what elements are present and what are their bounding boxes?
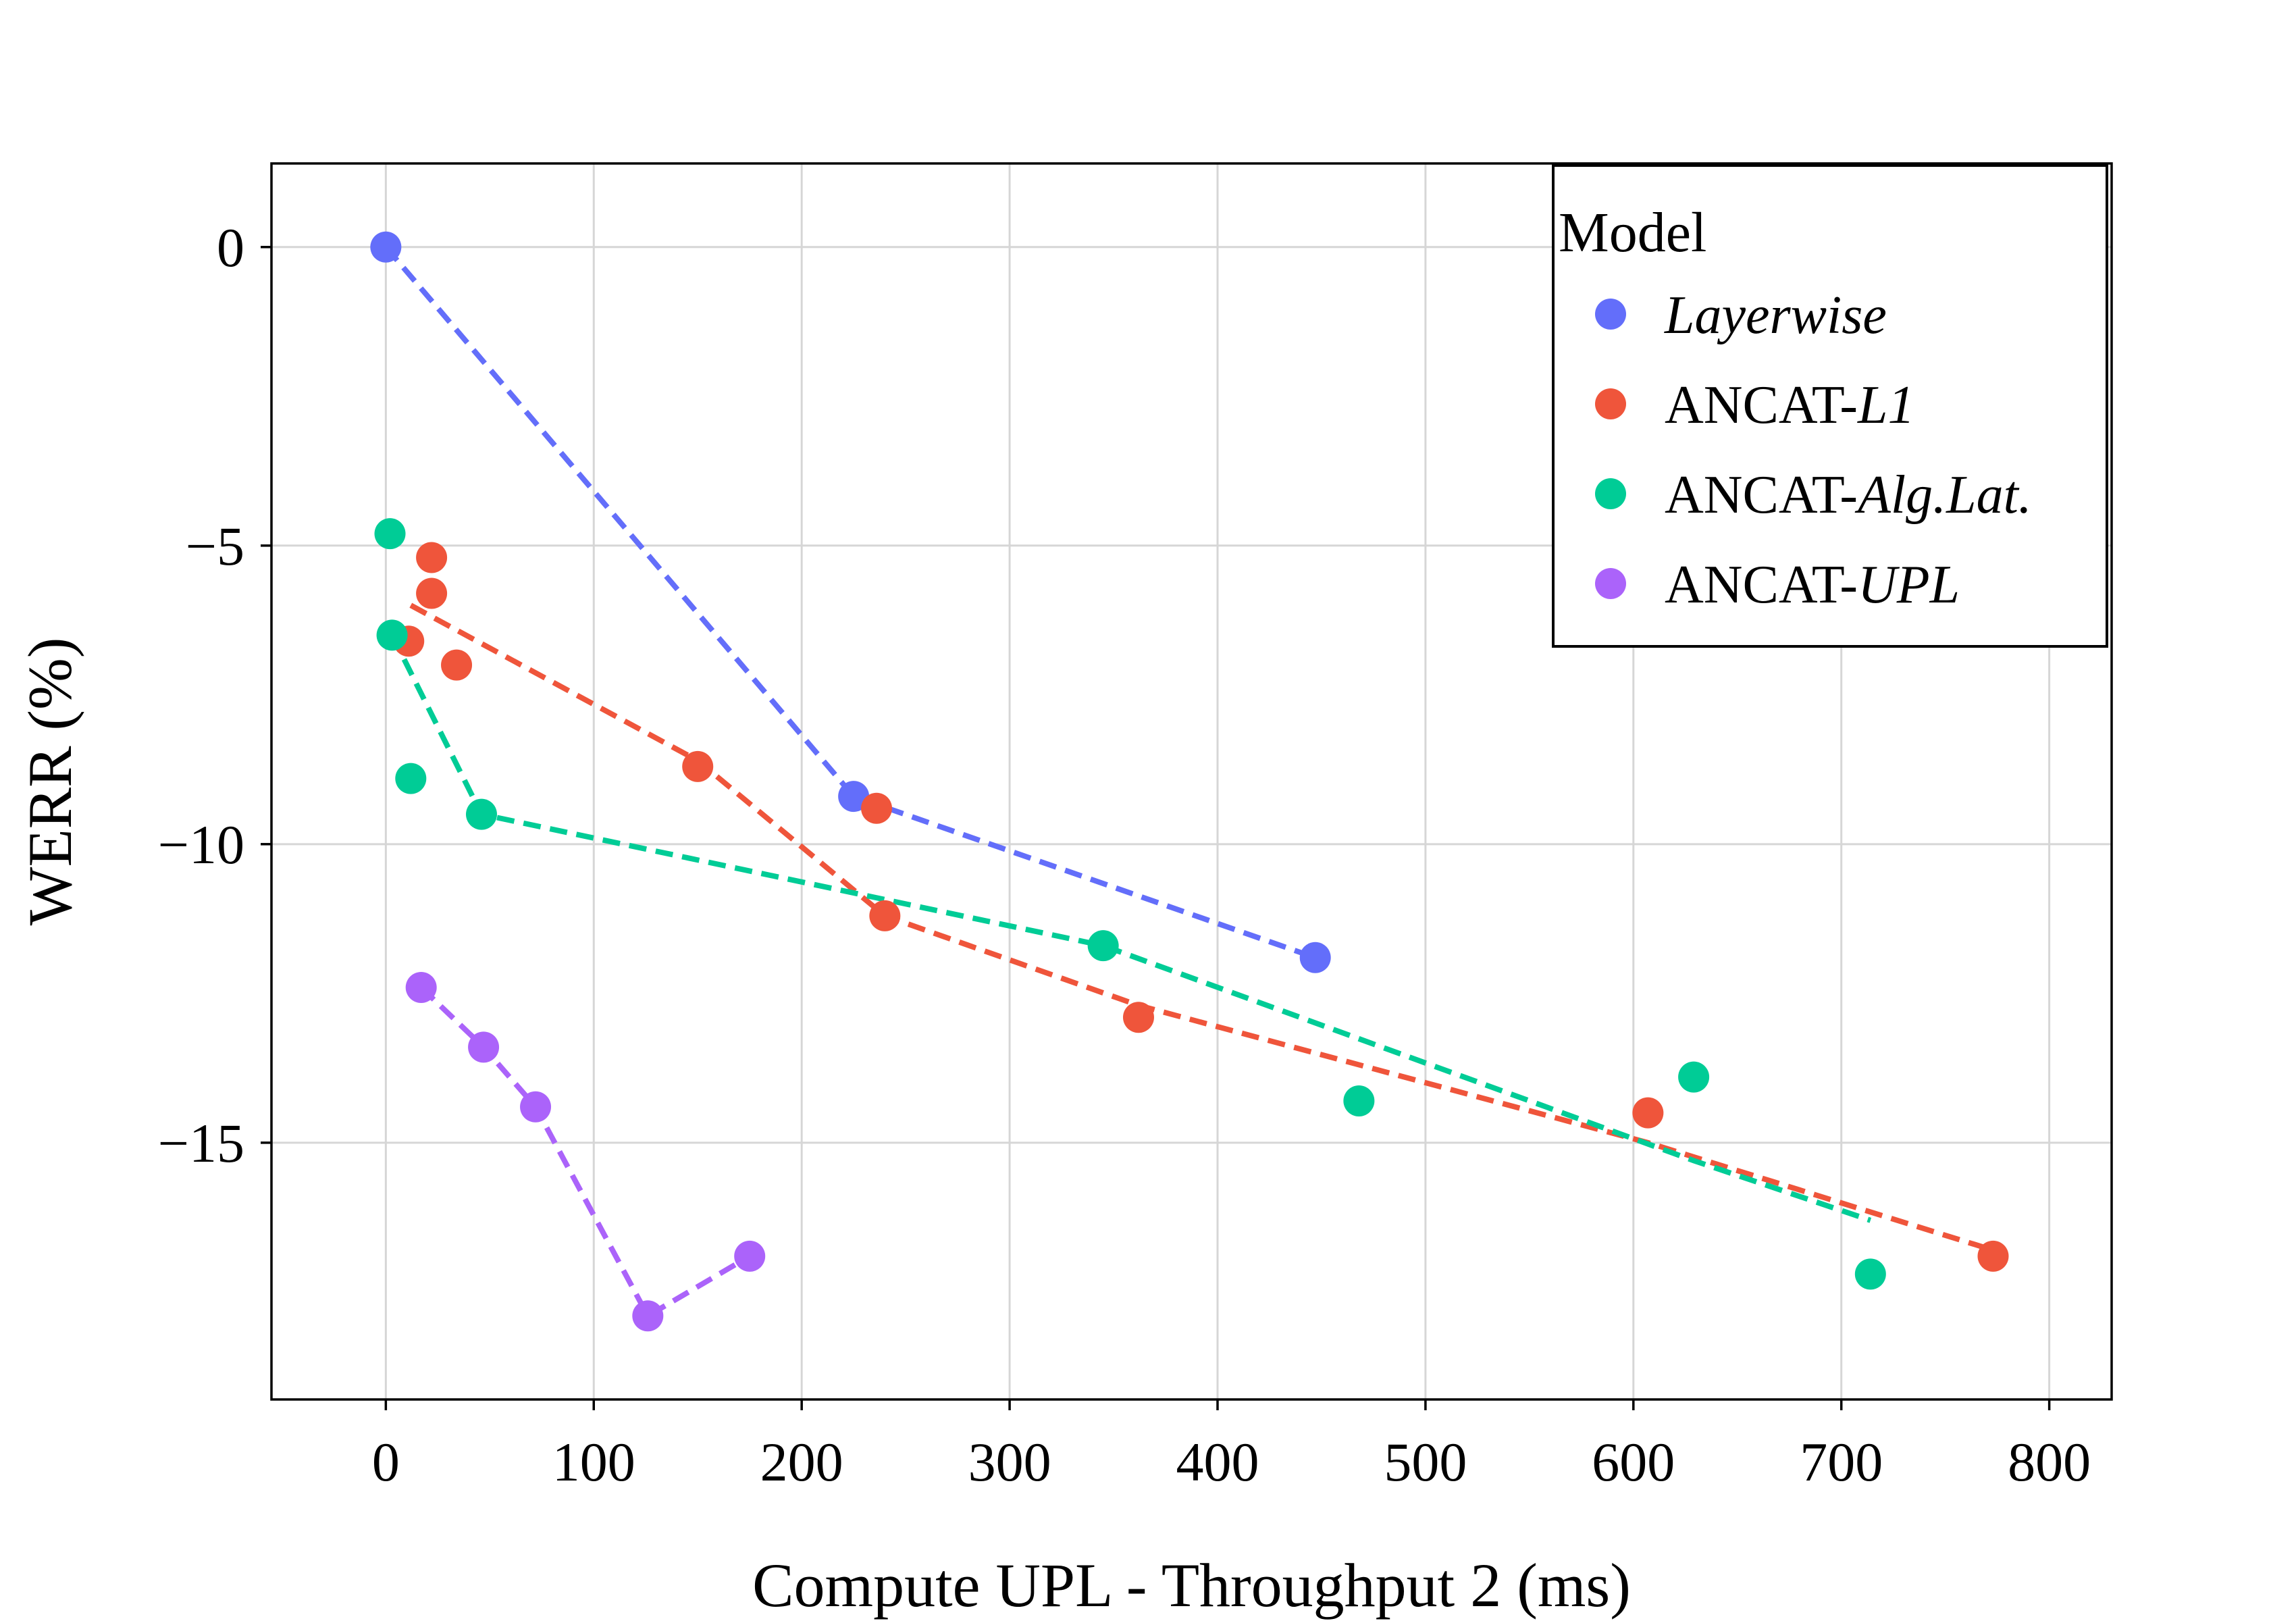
y-tick-label: −5 xyxy=(186,515,244,577)
legend-label-prefix: ANCAT- xyxy=(1665,376,1858,435)
legend-marker-ancat-l1 xyxy=(1595,388,1626,419)
point-layerwise xyxy=(370,231,402,263)
legend-box xyxy=(1552,164,2108,648)
legend-label-prefix: ANCAT- xyxy=(1665,465,1858,525)
point-ancat-upl xyxy=(520,1091,552,1123)
legend-title: Model xyxy=(1559,201,1706,264)
point-ancat-alg-lat xyxy=(374,518,406,550)
point-ancat-l1 xyxy=(416,577,448,609)
point-ancat-alg-lat xyxy=(1087,930,1119,962)
x-tick-label: 500 xyxy=(1384,1431,1467,1493)
point-ancat-alg-lat xyxy=(1854,1258,1886,1290)
point-ancat-alg-lat xyxy=(465,798,497,830)
legend-label-ancat-l1: ANCAT-L1 xyxy=(1665,376,1914,435)
point-layerwise xyxy=(1299,942,1331,973)
x-tick-label: 600 xyxy=(1592,1431,1675,1493)
legend: Model LayerwiseANCAT-L1ANCAT-Alg.Lat.ANC… xyxy=(1552,164,2108,648)
legend-label-prefix: ANCAT- xyxy=(1665,555,1858,615)
legend-marker-ancat-alg-lat xyxy=(1595,478,1626,509)
trendline-ancat-l1 xyxy=(409,602,1994,1253)
point-layerwise xyxy=(838,781,870,813)
legend-label-italic: L1 xyxy=(1857,376,1915,435)
plot-frame xyxy=(270,162,2113,1401)
point-ancat-l1 xyxy=(1977,1240,2009,1272)
legend-marker-ancat-upl xyxy=(1595,568,1626,599)
point-ancat-l1 xyxy=(682,750,714,782)
x-tick-label: 700 xyxy=(1800,1431,1883,1493)
point-ancat-alg-lat xyxy=(1678,1061,1710,1093)
point-ancat-alg-lat xyxy=(1343,1085,1375,1116)
legend-label-italic: Layerwise xyxy=(1664,286,1887,345)
point-ancat-upl xyxy=(468,1031,500,1063)
y-tick-labels: 0 −5 −10 −15 xyxy=(158,217,271,1174)
x-tick-labels: 0 100 200 300 400 500 600 700 800 xyxy=(372,1399,2091,1493)
legend-label-ancat-upl: ANCAT-UPL xyxy=(1665,555,1960,615)
x-tick-label: 300 xyxy=(968,1431,1051,1493)
x-tick-label: 800 xyxy=(2008,1431,2091,1493)
point-ancat-l1 xyxy=(869,900,901,931)
legend-label-layerwise: Layerwise xyxy=(1664,286,1887,345)
legend-label-ancat-alg-lat: ANCAT-Alg.Lat. xyxy=(1665,465,2032,525)
x-tick-label: 200 xyxy=(760,1431,843,1493)
point-ancat-alg-lat xyxy=(395,763,427,794)
point-ancat-l1 xyxy=(1632,1097,1664,1129)
point-ancat-upl xyxy=(632,1300,664,1332)
point-ancat-l1 xyxy=(441,649,473,681)
y-axis-title: WERR (%) xyxy=(16,638,84,926)
x-tick-label: 400 xyxy=(1176,1431,1259,1493)
point-ancat-upl xyxy=(405,972,437,1003)
point-ancat-l1 xyxy=(1122,1002,1154,1033)
point-ancat-upl xyxy=(734,1240,766,1272)
x-axis-title: Compute UPL - Throughput 2 (ms) xyxy=(752,1551,1631,1620)
trendline-ancat-alg-lat xyxy=(390,634,1872,1223)
y-tick-label: −15 xyxy=(158,1112,244,1174)
legend-label-italic: Alg.Lat. xyxy=(1854,465,2032,525)
y-tick-label: −10 xyxy=(158,814,244,875)
point-ancat-l1 xyxy=(861,792,893,824)
y-tick-label: 0 xyxy=(217,217,244,278)
legend-marker-layerwise xyxy=(1595,299,1626,330)
x-tick-label: 0 xyxy=(372,1431,400,1493)
point-ancat-l1 xyxy=(416,542,448,573)
x-tick-label: 100 xyxy=(552,1431,635,1493)
legend-label-italic: UPL xyxy=(1858,555,1960,615)
point-ancat-alg-lat xyxy=(376,619,408,651)
markers xyxy=(370,231,2009,1332)
